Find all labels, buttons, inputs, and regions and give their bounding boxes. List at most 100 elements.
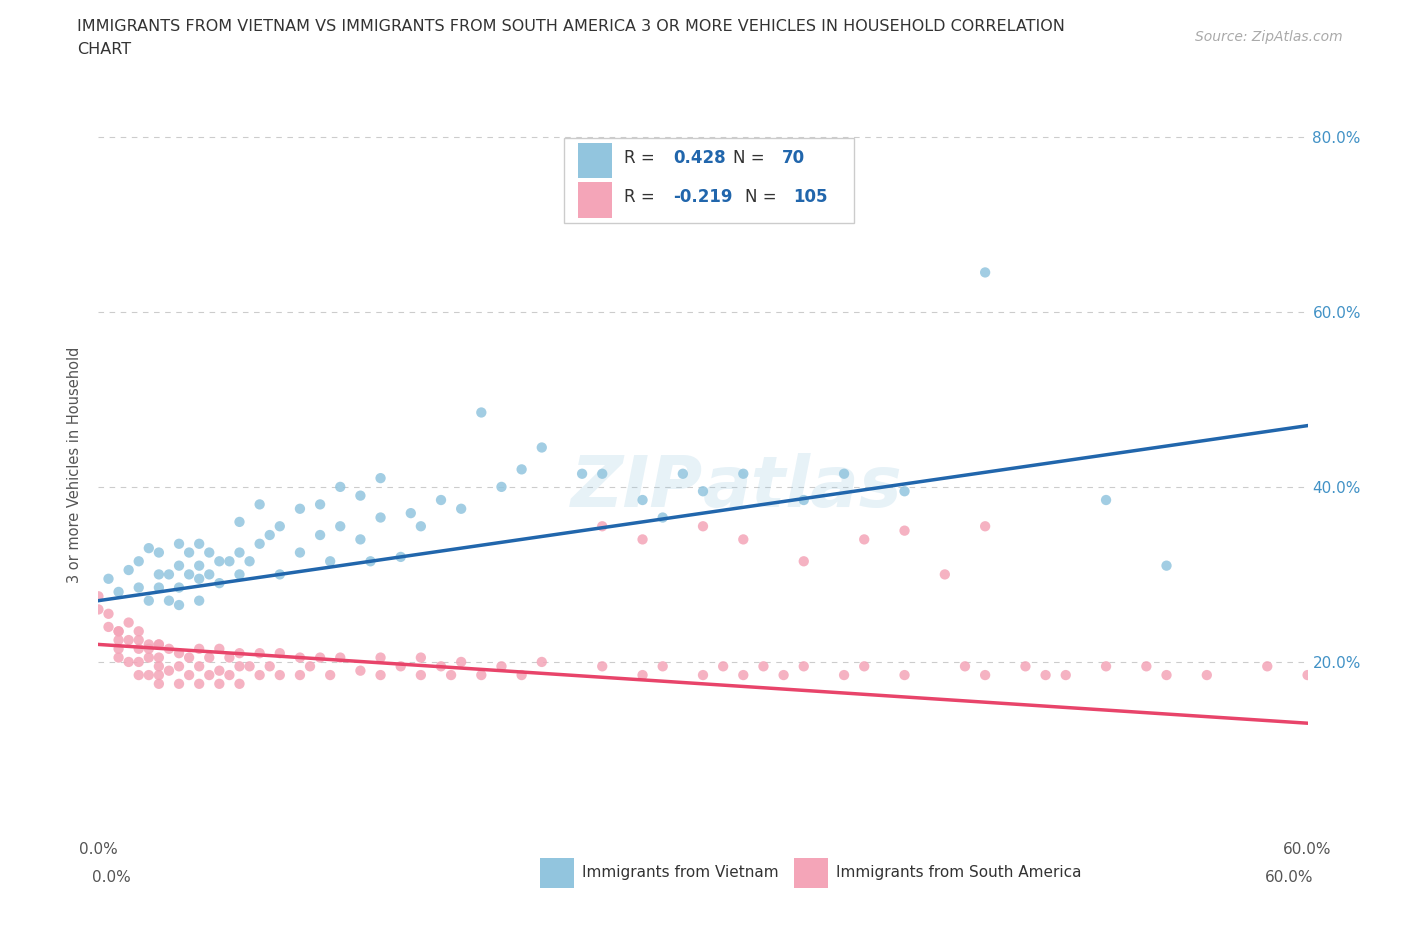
Point bbox=[370, 510, 392, 525]
Point bbox=[269, 567, 291, 582]
Point bbox=[1095, 658, 1118, 673]
Point bbox=[893, 668, 915, 683]
Point bbox=[148, 545, 170, 560]
Point bbox=[440, 668, 463, 683]
Text: Immigrants from Vietnam: Immigrants from Vietnam bbox=[582, 865, 779, 880]
Point bbox=[167, 658, 190, 673]
Point bbox=[167, 598, 190, 613]
Point bbox=[288, 501, 311, 516]
Point bbox=[571, 466, 593, 481]
Point bbox=[107, 642, 129, 657]
Point bbox=[157, 642, 180, 657]
Point bbox=[208, 663, 231, 678]
Point bbox=[249, 645, 271, 660]
Point bbox=[239, 554, 262, 569]
Point bbox=[138, 593, 160, 608]
Point bbox=[319, 668, 342, 683]
Point bbox=[1195, 668, 1218, 683]
Bar bbox=[578, 142, 613, 179]
Point bbox=[249, 668, 271, 683]
Point bbox=[107, 650, 129, 665]
Point bbox=[329, 480, 352, 495]
Point bbox=[179, 567, 201, 582]
Point bbox=[97, 619, 120, 634]
Point bbox=[167, 580, 190, 595]
Point bbox=[893, 484, 915, 498]
Point bbox=[934, 567, 956, 582]
Point bbox=[148, 580, 170, 595]
Text: CHART: CHART bbox=[77, 42, 131, 57]
Point bbox=[259, 527, 281, 542]
Point bbox=[188, 558, 211, 573]
Text: 0.428: 0.428 bbox=[673, 149, 725, 166]
Point bbox=[349, 532, 371, 547]
Point bbox=[288, 545, 311, 560]
Point bbox=[118, 655, 141, 670]
Text: Immigrants from South America: Immigrants from South America bbox=[837, 865, 1081, 880]
Point bbox=[118, 563, 141, 578]
Text: 0.0%: 0.0% bbox=[93, 870, 131, 885]
Point bbox=[198, 668, 221, 683]
Text: N =: N = bbox=[745, 188, 782, 206]
FancyBboxPatch shape bbox=[564, 138, 855, 223]
Point bbox=[208, 642, 231, 657]
Point bbox=[1156, 558, 1178, 573]
Point bbox=[370, 471, 392, 485]
Text: IMMIGRANTS FROM VIETNAM VS IMMIGRANTS FROM SOUTH AMERICA 3 OR MORE VEHICLES IN H: IMMIGRANTS FROM VIETNAM VS IMMIGRANTS FR… bbox=[77, 19, 1066, 33]
Point bbox=[733, 532, 755, 547]
Point bbox=[188, 593, 211, 608]
Point bbox=[793, 554, 815, 569]
Point bbox=[370, 668, 392, 683]
Point bbox=[208, 576, 231, 591]
Point bbox=[198, 545, 221, 560]
Point bbox=[269, 645, 291, 660]
Point bbox=[218, 554, 240, 569]
Point bbox=[692, 519, 714, 534]
Point bbox=[510, 462, 533, 477]
Point bbox=[299, 658, 322, 673]
Point bbox=[228, 514, 250, 529]
Point bbox=[329, 650, 352, 665]
Point bbox=[692, 668, 714, 683]
Point bbox=[409, 650, 432, 665]
Point bbox=[974, 668, 997, 683]
Point bbox=[167, 676, 190, 691]
Point bbox=[128, 624, 150, 639]
Point bbox=[733, 668, 755, 683]
Point bbox=[148, 658, 170, 673]
Point bbox=[118, 632, 141, 647]
Point bbox=[148, 637, 170, 652]
Point bbox=[309, 650, 332, 665]
Text: N =: N = bbox=[734, 149, 770, 166]
Point bbox=[218, 650, 240, 665]
Point bbox=[389, 658, 412, 673]
Text: ZIP: ZIP bbox=[571, 453, 703, 522]
Point bbox=[309, 497, 332, 512]
Point bbox=[389, 550, 412, 565]
Point bbox=[319, 554, 342, 569]
Point bbox=[179, 545, 201, 560]
Point bbox=[491, 658, 513, 673]
Point bbox=[239, 658, 262, 673]
Point bbox=[349, 488, 371, 503]
Point bbox=[733, 466, 755, 481]
Point bbox=[399, 506, 422, 521]
Point bbox=[832, 668, 855, 683]
Point bbox=[1054, 668, 1077, 683]
Point bbox=[128, 668, 150, 683]
Point bbox=[591, 658, 613, 673]
Point bbox=[148, 567, 170, 582]
Point bbox=[167, 537, 190, 551]
Point bbox=[974, 265, 997, 280]
Point bbox=[631, 532, 654, 547]
Point bbox=[491, 480, 513, 495]
Point bbox=[128, 655, 150, 670]
Point bbox=[470, 405, 492, 420]
Point bbox=[672, 466, 695, 481]
Point bbox=[409, 668, 432, 683]
Point bbox=[1256, 658, 1278, 673]
Point bbox=[198, 650, 221, 665]
Point bbox=[370, 650, 392, 665]
Point bbox=[188, 571, 211, 586]
Text: R =: R = bbox=[624, 149, 661, 166]
